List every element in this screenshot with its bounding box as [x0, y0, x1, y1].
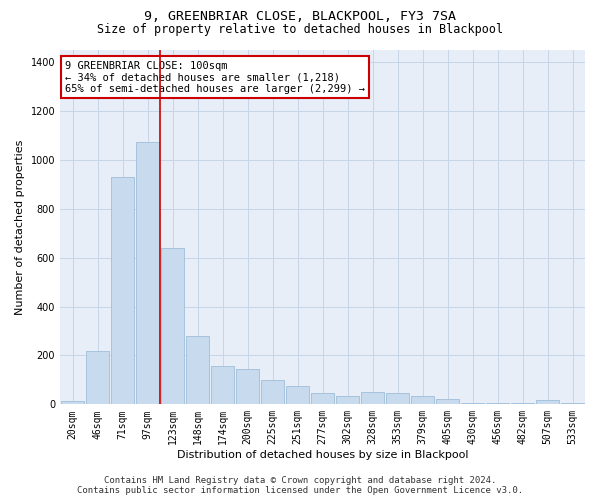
Bar: [436, 400, 459, 404]
Bar: [136, 142, 159, 404]
Text: 9, GREENBRIAR CLOSE, BLACKPOOL, FY3 7SA: 9, GREENBRIAR CLOSE, BLACKPOOL, FY3 7SA: [144, 10, 456, 23]
Y-axis label: Number of detached properties: Number of detached properties: [15, 140, 25, 315]
Bar: [261, 380, 284, 404]
Bar: [186, 336, 209, 404]
Bar: [311, 394, 334, 404]
Bar: [361, 392, 384, 404]
Text: Size of property relative to detached houses in Blackpool: Size of property relative to detached ho…: [97, 22, 503, 36]
Bar: [111, 177, 134, 404]
X-axis label: Distribution of detached houses by size in Blackpool: Distribution of detached houses by size …: [177, 450, 468, 460]
Bar: [236, 369, 259, 404]
Bar: [161, 248, 184, 404]
Bar: [336, 396, 359, 404]
Bar: [386, 394, 409, 404]
Bar: [411, 396, 434, 404]
Text: Contains HM Land Registry data © Crown copyright and database right 2024.
Contai: Contains HM Land Registry data © Crown c…: [77, 476, 523, 495]
Bar: [211, 366, 234, 405]
Bar: [86, 350, 109, 405]
Bar: [286, 386, 309, 404]
Text: 9 GREENBRIAR CLOSE: 100sqm
← 34% of detached houses are smaller (1,218)
65% of s: 9 GREENBRIAR CLOSE: 100sqm ← 34% of deta…: [65, 60, 365, 94]
Bar: [61, 400, 84, 404]
Bar: [536, 400, 559, 404]
